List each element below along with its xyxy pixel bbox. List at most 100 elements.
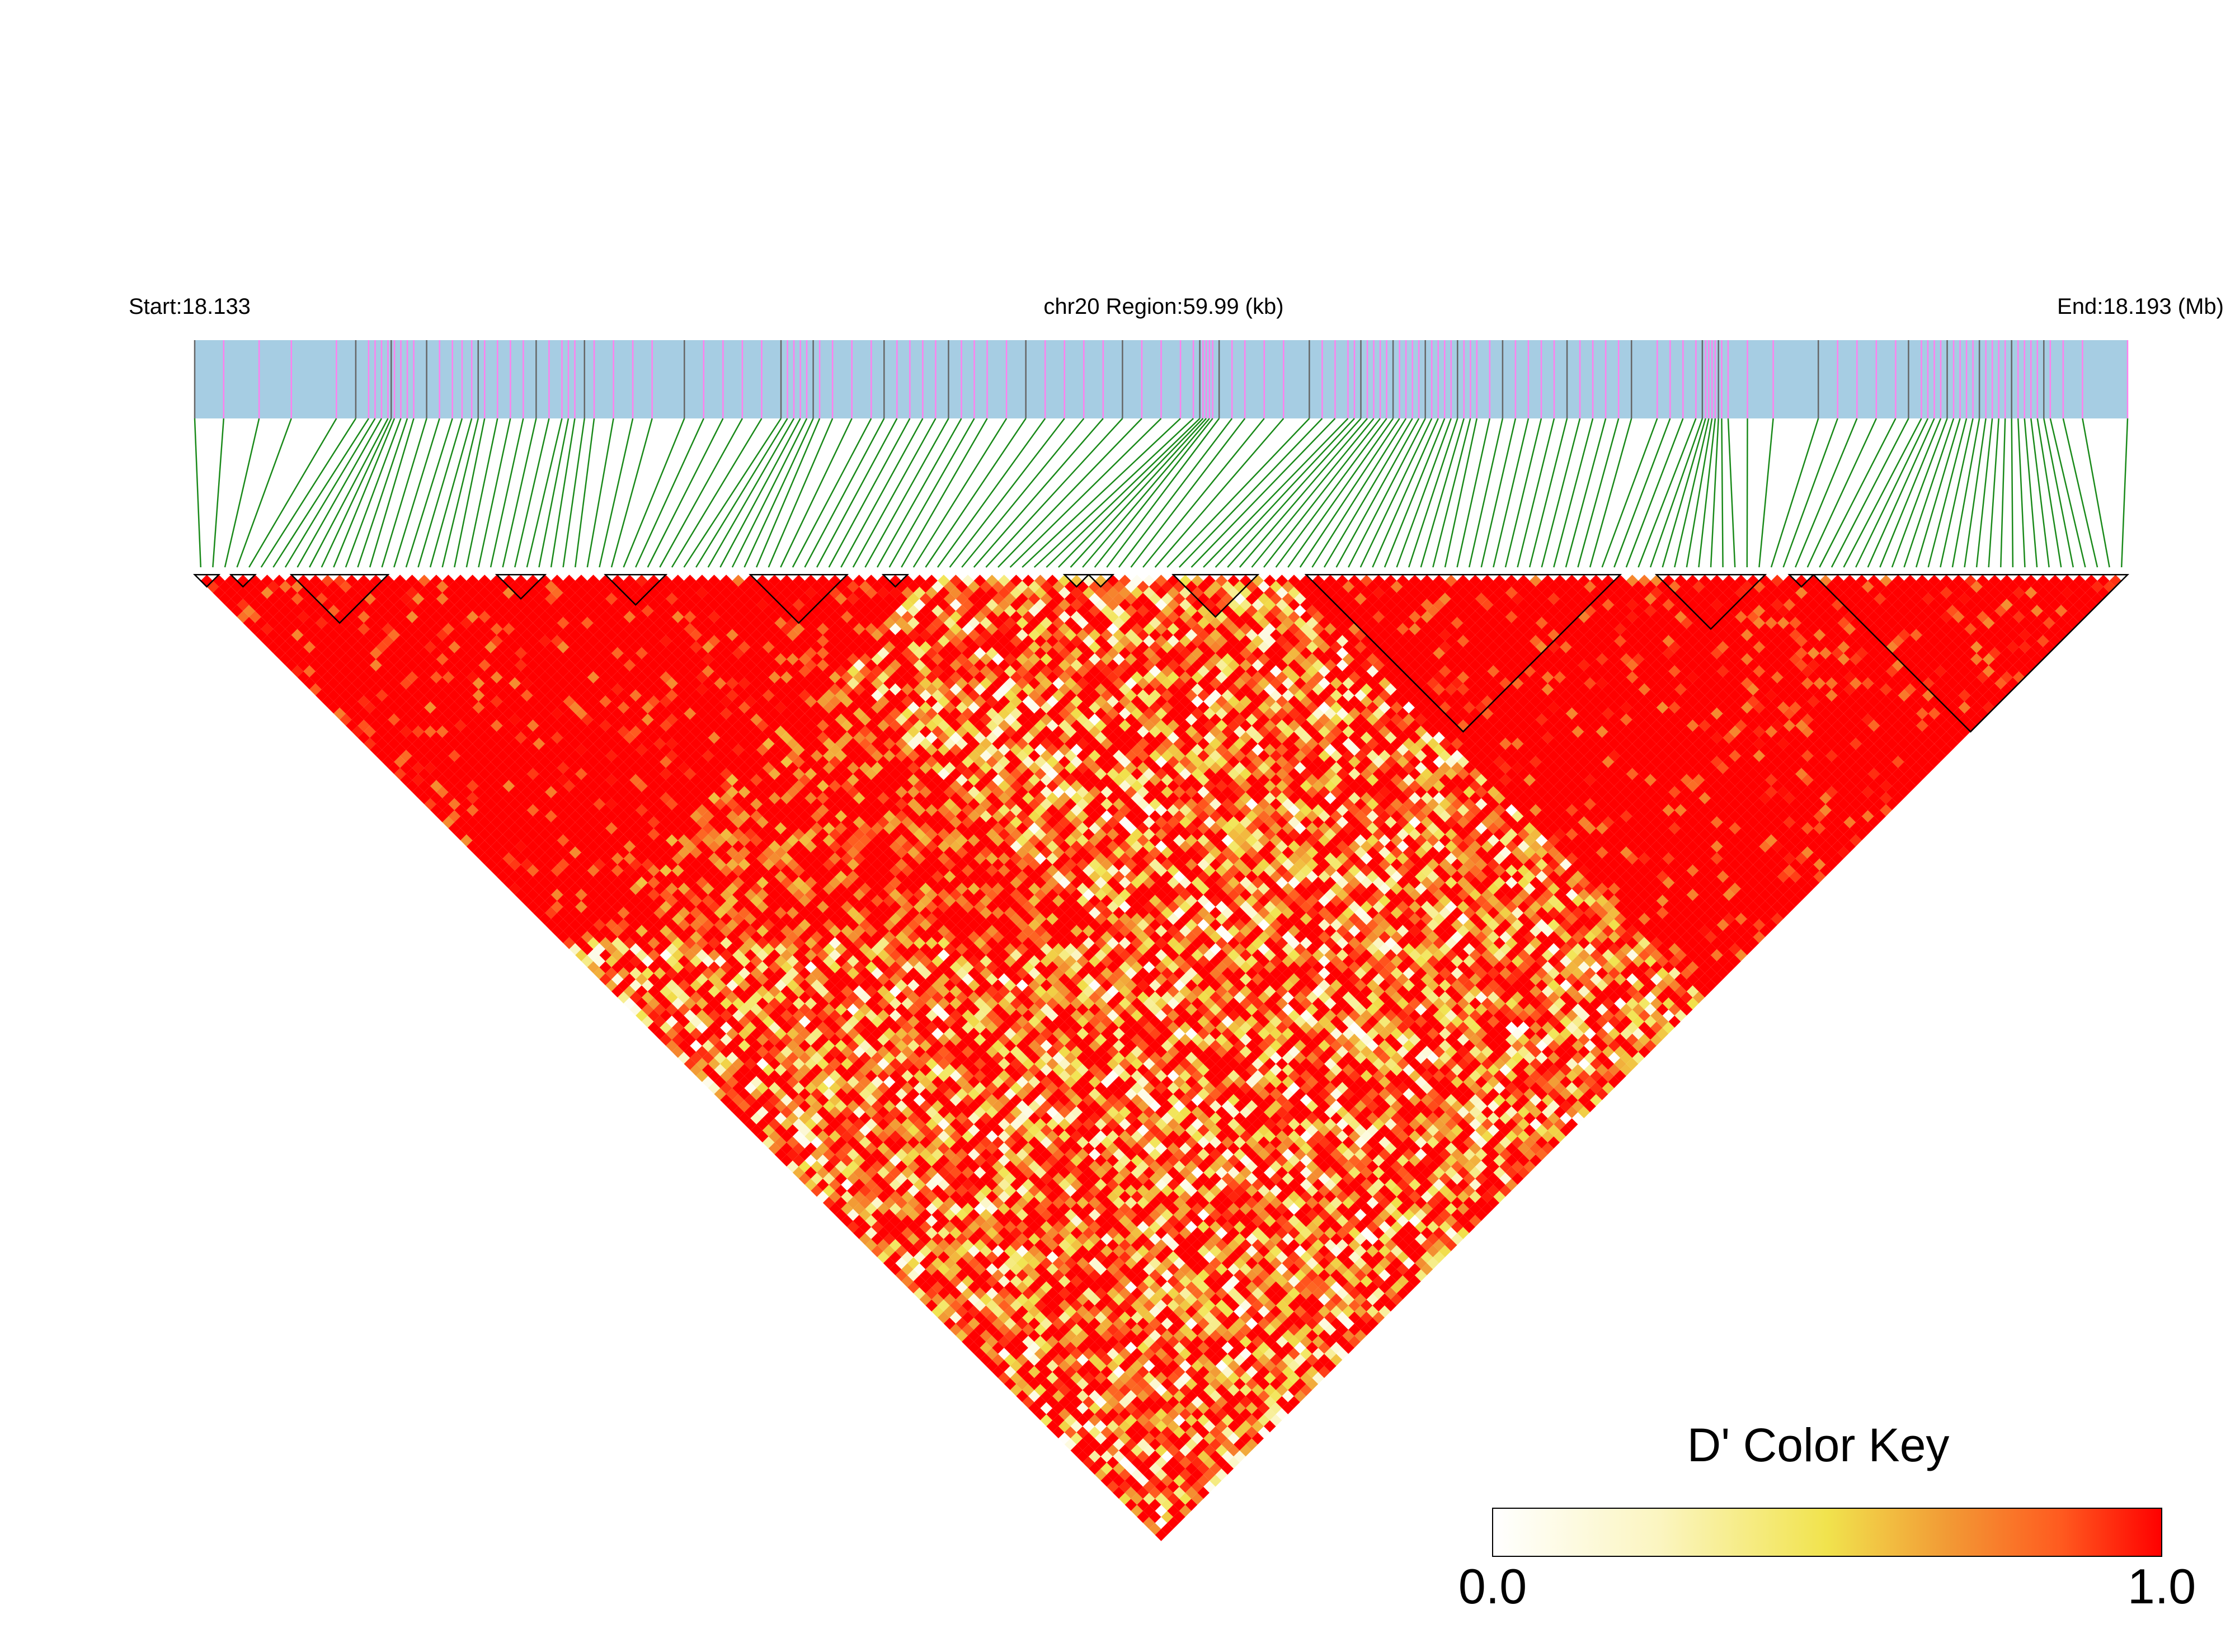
- snp-connector: [852, 418, 937, 568]
- snp-connector: [1964, 418, 1987, 568]
- snp-connector: [1746, 418, 1748, 568]
- snp-connector: [623, 418, 685, 568]
- snp-connector: [272, 418, 370, 568]
- snp-connector: [1118, 418, 1233, 568]
- snp-connector: [405, 418, 453, 568]
- snp-connector: [1287, 418, 1394, 568]
- snp-connector: [731, 418, 808, 568]
- snp-connector: [586, 418, 614, 568]
- snp-connector: [1009, 418, 1162, 568]
- snp-connector: [1903, 418, 1955, 568]
- snp-connector: [659, 418, 744, 568]
- snp-connector: [599, 418, 634, 568]
- snp-connector: [1638, 418, 1697, 568]
- snp-connector: [925, 418, 1027, 568]
- snp-connector: [2017, 418, 2026, 568]
- snp-connector: [901, 418, 988, 568]
- snp-connectors: [194, 418, 2129, 568]
- snp-connector: [2043, 418, 2074, 568]
- snp-connector: [1444, 418, 1478, 568]
- snp-connector: [502, 418, 537, 568]
- snp-connector: [840, 418, 924, 568]
- snp-connector: [792, 418, 872, 568]
- snp-connector: [1372, 418, 1439, 568]
- snp-connector: [1468, 418, 1504, 568]
- snp-connector: [1239, 418, 1368, 568]
- snp-connector: [1879, 418, 1942, 568]
- snp-connector: [1686, 418, 1713, 568]
- snp-connector: [1275, 418, 1387, 568]
- snp-connector: [1420, 418, 1465, 568]
- snp-connector: [1867, 418, 1935, 568]
- snp-connector: [297, 418, 383, 568]
- snp-connector: [1940, 418, 1974, 568]
- snp-connector: [393, 418, 440, 568]
- snp-connector: [1082, 418, 1210, 568]
- snp-connector: [1166, 418, 1310, 568]
- snp-connector: [1806, 418, 1877, 568]
- snp-connector: [755, 418, 821, 568]
- snp-connector: [816, 418, 898, 568]
- snp-connector: [695, 418, 788, 568]
- snp-connector: [1891, 418, 1948, 568]
- snp-connector: [768, 418, 834, 568]
- snp-connector: [1154, 418, 1284, 568]
- snp-connector: [1831, 418, 1909, 568]
- snp-connector: [194, 418, 202, 568]
- snp-connector: [2036, 418, 2062, 568]
- snp-connector: [345, 418, 402, 568]
- snp-connector: [369, 418, 415, 568]
- snp-connector: [937, 418, 1046, 568]
- dprime-cells: [200, 575, 2122, 1541]
- snp-connector: [454, 418, 486, 568]
- snp-connector: [1565, 418, 1607, 568]
- snp-connector: [1517, 418, 1555, 568]
- snp-connector: [1758, 418, 1774, 568]
- snp-connector: [478, 418, 511, 568]
- snp-connector: [973, 418, 1104, 568]
- snp-connector: [1094, 418, 1213, 568]
- snp-connector: [985, 418, 1123, 568]
- snp-connector: [683, 418, 782, 568]
- snp-connector: [610, 418, 653, 568]
- snp-connector: [1106, 418, 1220, 568]
- snp-connector: [1819, 418, 1897, 568]
- snp-connector: [1456, 418, 1491, 568]
- snp-connector: [1589, 418, 1632, 568]
- snp-connector: [1553, 418, 1594, 568]
- snp-connector: [1384, 418, 1446, 568]
- snp-connector: [1311, 418, 1407, 568]
- snp-connector: [1130, 418, 1246, 568]
- snp-connector: [804, 418, 885, 568]
- snp-connector: [1504, 418, 1542, 568]
- snp-connector: [912, 418, 1008, 568]
- snp-connector: [1855, 418, 1929, 568]
- snp-connector: [961, 418, 1085, 568]
- snp-connector: [997, 418, 1142, 568]
- snp-connector: [562, 418, 585, 568]
- snp-connector: [309, 418, 389, 568]
- snp-connector: [707, 418, 795, 568]
- snp-connector: [1721, 418, 1724, 568]
- snp-connector: [1203, 418, 1349, 568]
- snp-connector: [538, 418, 570, 568]
- snp-connector: [574, 418, 595, 568]
- snp-connector: [1323, 418, 1413, 568]
- snp-connector: [719, 418, 801, 568]
- snp-connector: [2000, 418, 2006, 568]
- snp-connector: [1359, 418, 1433, 568]
- snp-connector: [1649, 418, 1704, 568]
- snp-connector: [1951, 418, 1980, 568]
- snp-connector: [1975, 418, 1993, 568]
- snp-connector: [1613, 418, 1671, 568]
- snp-connector: [1528, 418, 1568, 568]
- snp-connector: [550, 418, 576, 568]
- snp-connector: [1727, 418, 1736, 568]
- snp-connector: [441, 418, 479, 568]
- snp-connector: [828, 418, 911, 568]
- snp-connector: [1843, 418, 1922, 568]
- snp-connector: [1782, 418, 1838, 568]
- snp-connector: [236, 418, 292, 568]
- snp-connector: [864, 418, 949, 568]
- snp-connector: [1070, 418, 1207, 568]
